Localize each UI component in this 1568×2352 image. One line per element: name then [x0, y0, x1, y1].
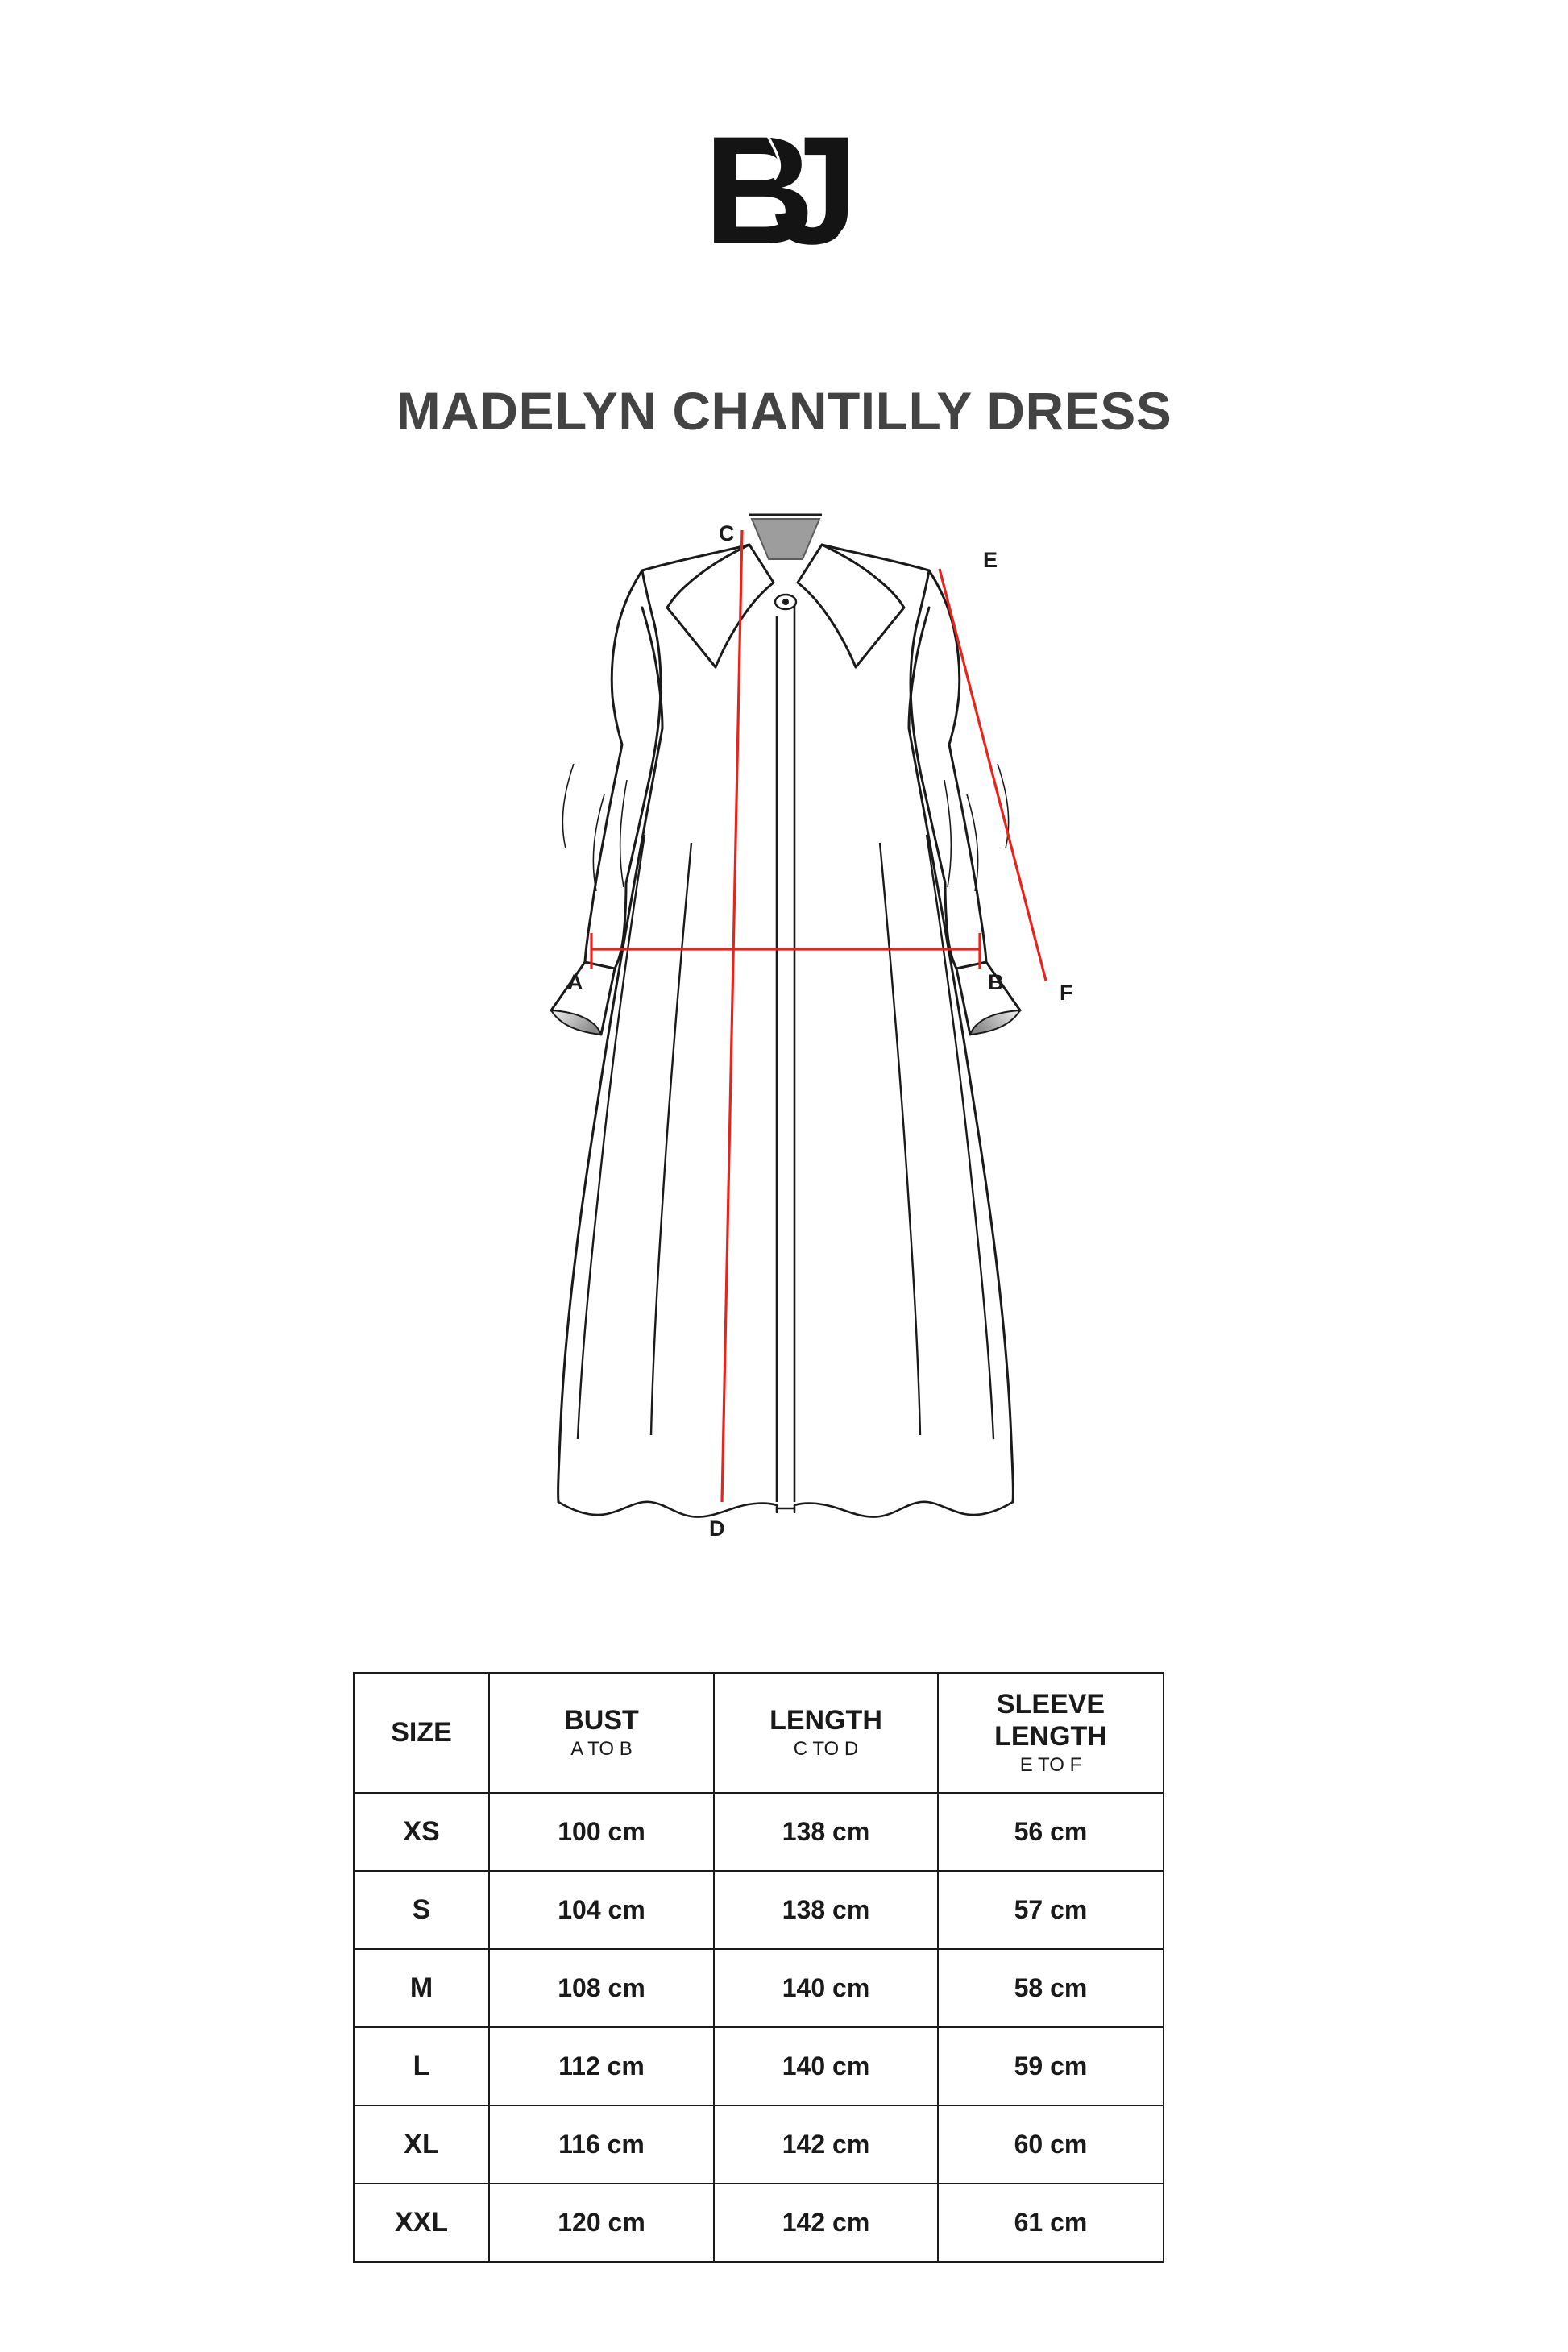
svg-text:C: C: [719, 521, 735, 545]
svg-text:D: D: [709, 1516, 725, 1541]
svg-text:A: A: [567, 970, 583, 994]
svg-text:E: E: [983, 548, 998, 572]
svg-text:B: B: [988, 970, 1004, 994]
svg-text:F: F: [1060, 981, 1073, 1005]
